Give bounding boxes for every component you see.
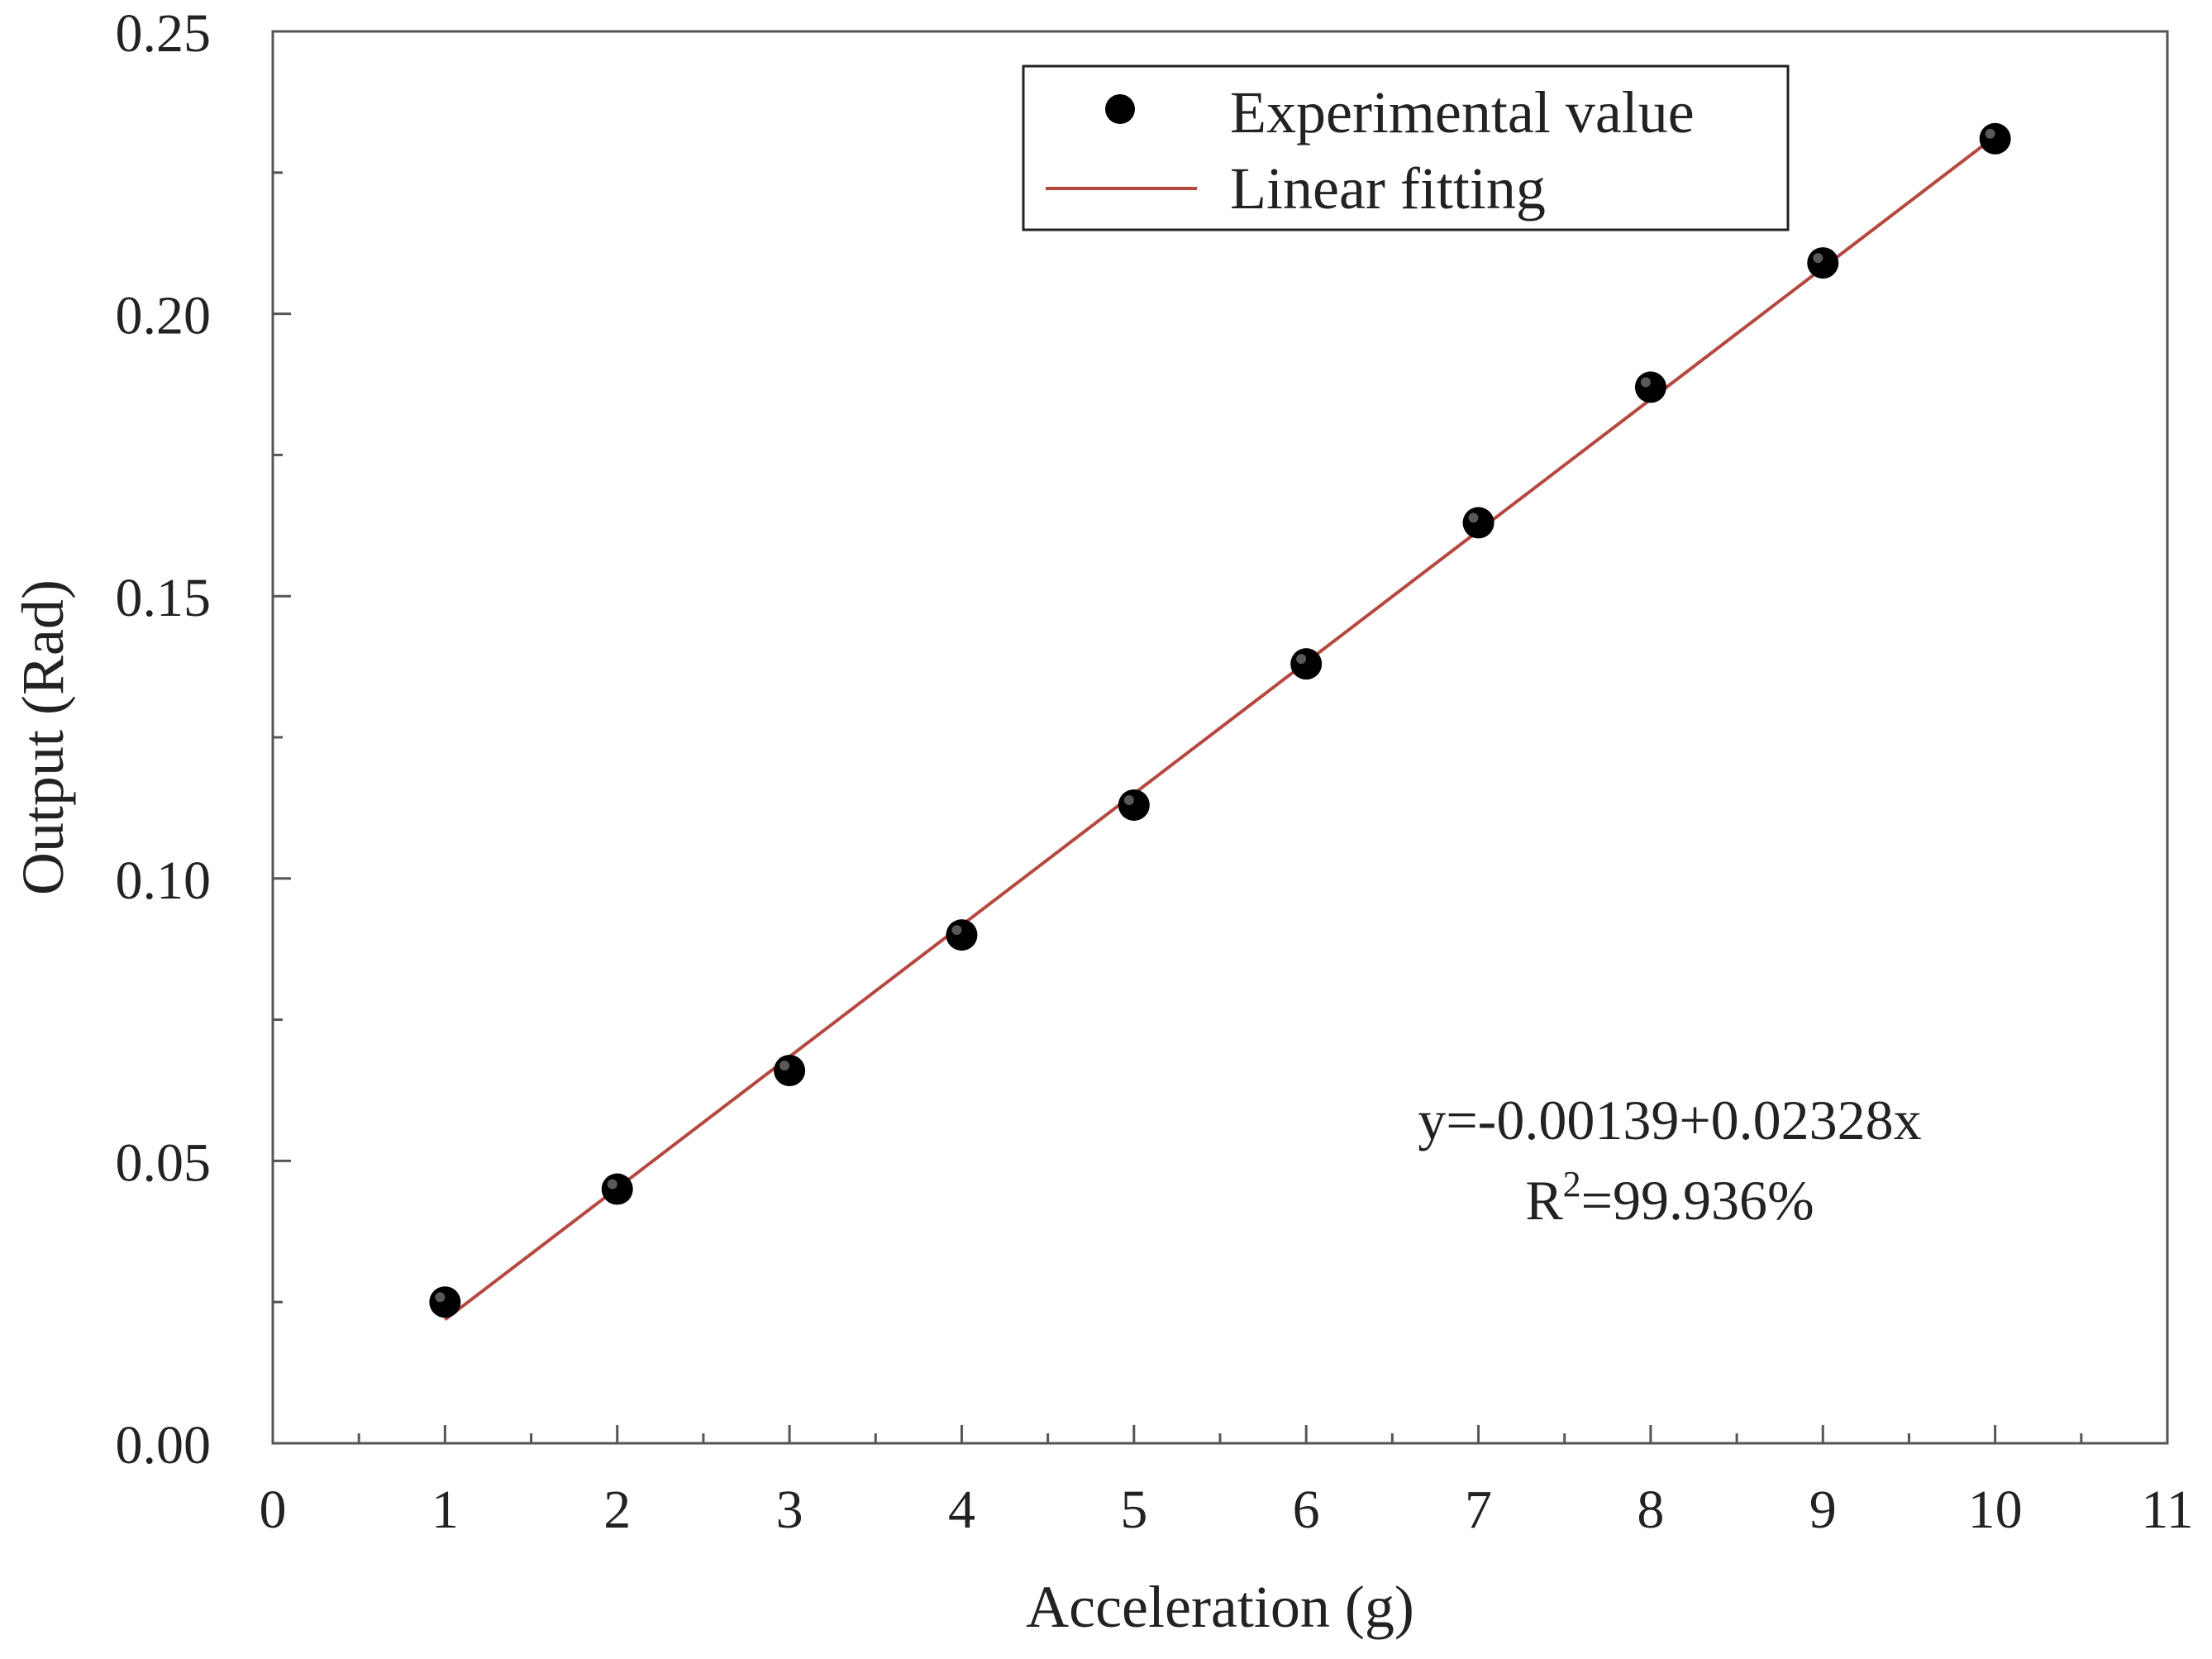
data-point <box>1462 507 1495 539</box>
y-tick-label: 0.15 <box>116 568 212 628</box>
r-squared-value: =99.936% <box>1581 1169 1814 1232</box>
data-point-highlight <box>1468 512 1479 523</box>
x-tick-label: 1 <box>431 1480 459 1540</box>
y-tick-label: 0.10 <box>116 851 212 911</box>
x-axis-ticks: 0 1 2 3 4 5 6 7 8 9 10 11 <box>260 1425 2194 1540</box>
data-point <box>1290 648 1323 680</box>
x-tick-label: 2 <box>603 1480 631 1540</box>
data-point-highlight <box>1123 794 1134 805</box>
data-point <box>774 1055 806 1087</box>
experimental-points <box>429 122 2011 1318</box>
r-squared-prefix: R <box>1525 1169 1563 1232</box>
data-point <box>1807 247 1839 279</box>
data-point-highlight <box>1640 377 1651 388</box>
data-point-highlight <box>435 1292 446 1303</box>
y-tick-label: 0.05 <box>116 1132 212 1193</box>
data-point-highlight <box>1985 128 1995 139</box>
y-axis-ticks: 0.00 0.05 0.10 0.15 0.20 0.25 <box>116 3 291 1475</box>
legend-box <box>1022 64 1790 231</box>
y-tick-label: 0.00 <box>116 1415 212 1475</box>
data-point-highlight <box>951 925 962 936</box>
legend-label-fit: Linear fitting <box>1230 155 1546 222</box>
data-point <box>429 1286 461 1318</box>
x-tick-label: 11 <box>2141 1480 2194 1540</box>
data-point <box>946 919 978 951</box>
legend-marker-experimental <box>1105 94 1135 124</box>
data-point-highlight <box>1296 654 1307 665</box>
data-point <box>1118 789 1150 821</box>
y-axis-title: Output (Rad) <box>10 579 76 895</box>
y-tick-label: 0.20 <box>116 286 212 346</box>
r-squared: R2=99.936% <box>1525 1164 1814 1232</box>
data-point <box>601 1173 633 1205</box>
data-point-highlight <box>1813 253 1823 264</box>
y-tick-label: 0.25 <box>116 3 212 64</box>
data-point-highlight <box>779 1061 790 1071</box>
linear-fit-line <box>444 135 1996 1322</box>
data-point <box>1979 122 2011 155</box>
r-squared-superscript: 2 <box>1563 1164 1581 1204</box>
x-tick-label: 5 <box>1120 1480 1147 1540</box>
x-tick-label: 7 <box>1465 1480 1492 1540</box>
data-point <box>1634 371 1666 403</box>
x-tick-label: 4 <box>948 1480 975 1540</box>
x-axis-title: Acceleration (g) <box>1026 1574 1414 1640</box>
x-tick-label: 6 <box>1293 1480 1320 1540</box>
legend-label-experimental: Experimental value <box>1230 79 1695 145</box>
x-tick-label: 9 <box>1809 1480 1837 1540</box>
data-point-highlight <box>607 1179 617 1189</box>
fit-equation: y=-0.00139+0.02328x <box>1418 1089 1921 1151</box>
x-tick-label: 3 <box>776 1480 803 1540</box>
legend: Experimental value Linear fitting <box>1022 64 1790 231</box>
plot-frame <box>271 30 2169 1445</box>
x-tick-label: 8 <box>1637 1480 1664 1540</box>
x-tick-label: 10 <box>1968 1480 2023 1540</box>
x-tick-label: 0 <box>260 1480 287 1540</box>
